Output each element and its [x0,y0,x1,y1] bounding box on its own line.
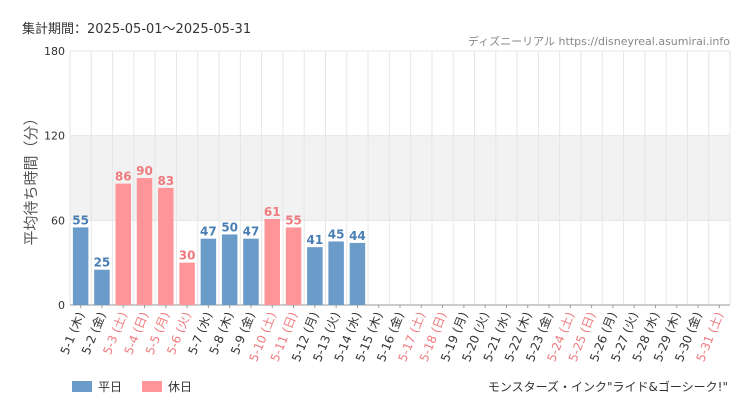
y-tick-label: 60 [51,214,65,227]
shaded-band [70,135,730,221]
bar [328,241,344,305]
y-tick-label: 120 [44,130,65,143]
bar [115,183,131,305]
data-label: 90 [136,164,153,178]
bar [72,227,89,305]
site-label: ディズニーリアル https://disneyreal.asumirai.inf… [467,35,730,48]
data-label: 47 [243,225,260,239]
bar [200,238,217,305]
legend-item-weekday: 平日 [72,378,122,395]
data-label: 47 [200,225,217,239]
data-label: 41 [306,233,323,247]
data-label: 61 [264,205,281,219]
legend-item-holiday: 休日 [142,378,192,395]
y-tick-label: 0 [58,299,65,312]
y-axis-label: 平均待ち時間（分） [22,110,40,245]
data-label: 55 [285,213,302,227]
bar [307,247,323,305]
bar [158,187,174,305]
data-label: 30 [179,249,196,263]
data-label: 44 [349,229,366,243]
legend-swatch-holiday [142,381,163,392]
data-label: 50 [221,220,238,234]
data-label: 83 [157,174,174,188]
bar [349,242,366,305]
data-label: 55 [72,213,89,227]
data-label: 25 [94,256,111,270]
data-label: 86 [115,170,132,184]
legend-swatch-weekday [72,381,92,392]
bar [264,218,281,305]
attraction-name: モンスターズ・インク"ライド&ゴーシーク!" [487,380,728,394]
legend-label-weekday: 平日 [98,380,123,394]
bar [285,227,302,305]
legend: 平日 休日 [72,378,212,395]
legend-label-holiday: 休日 [168,380,193,394]
period-label: 集計期間：2025-05-01～2025-05-31 [22,22,252,37]
bar [221,234,238,305]
y-tick-label: 180 [44,45,65,58]
bar [243,238,259,305]
data-label: 45 [328,228,345,242]
bar [94,269,110,305]
bar [179,262,195,305]
bar [136,178,153,305]
